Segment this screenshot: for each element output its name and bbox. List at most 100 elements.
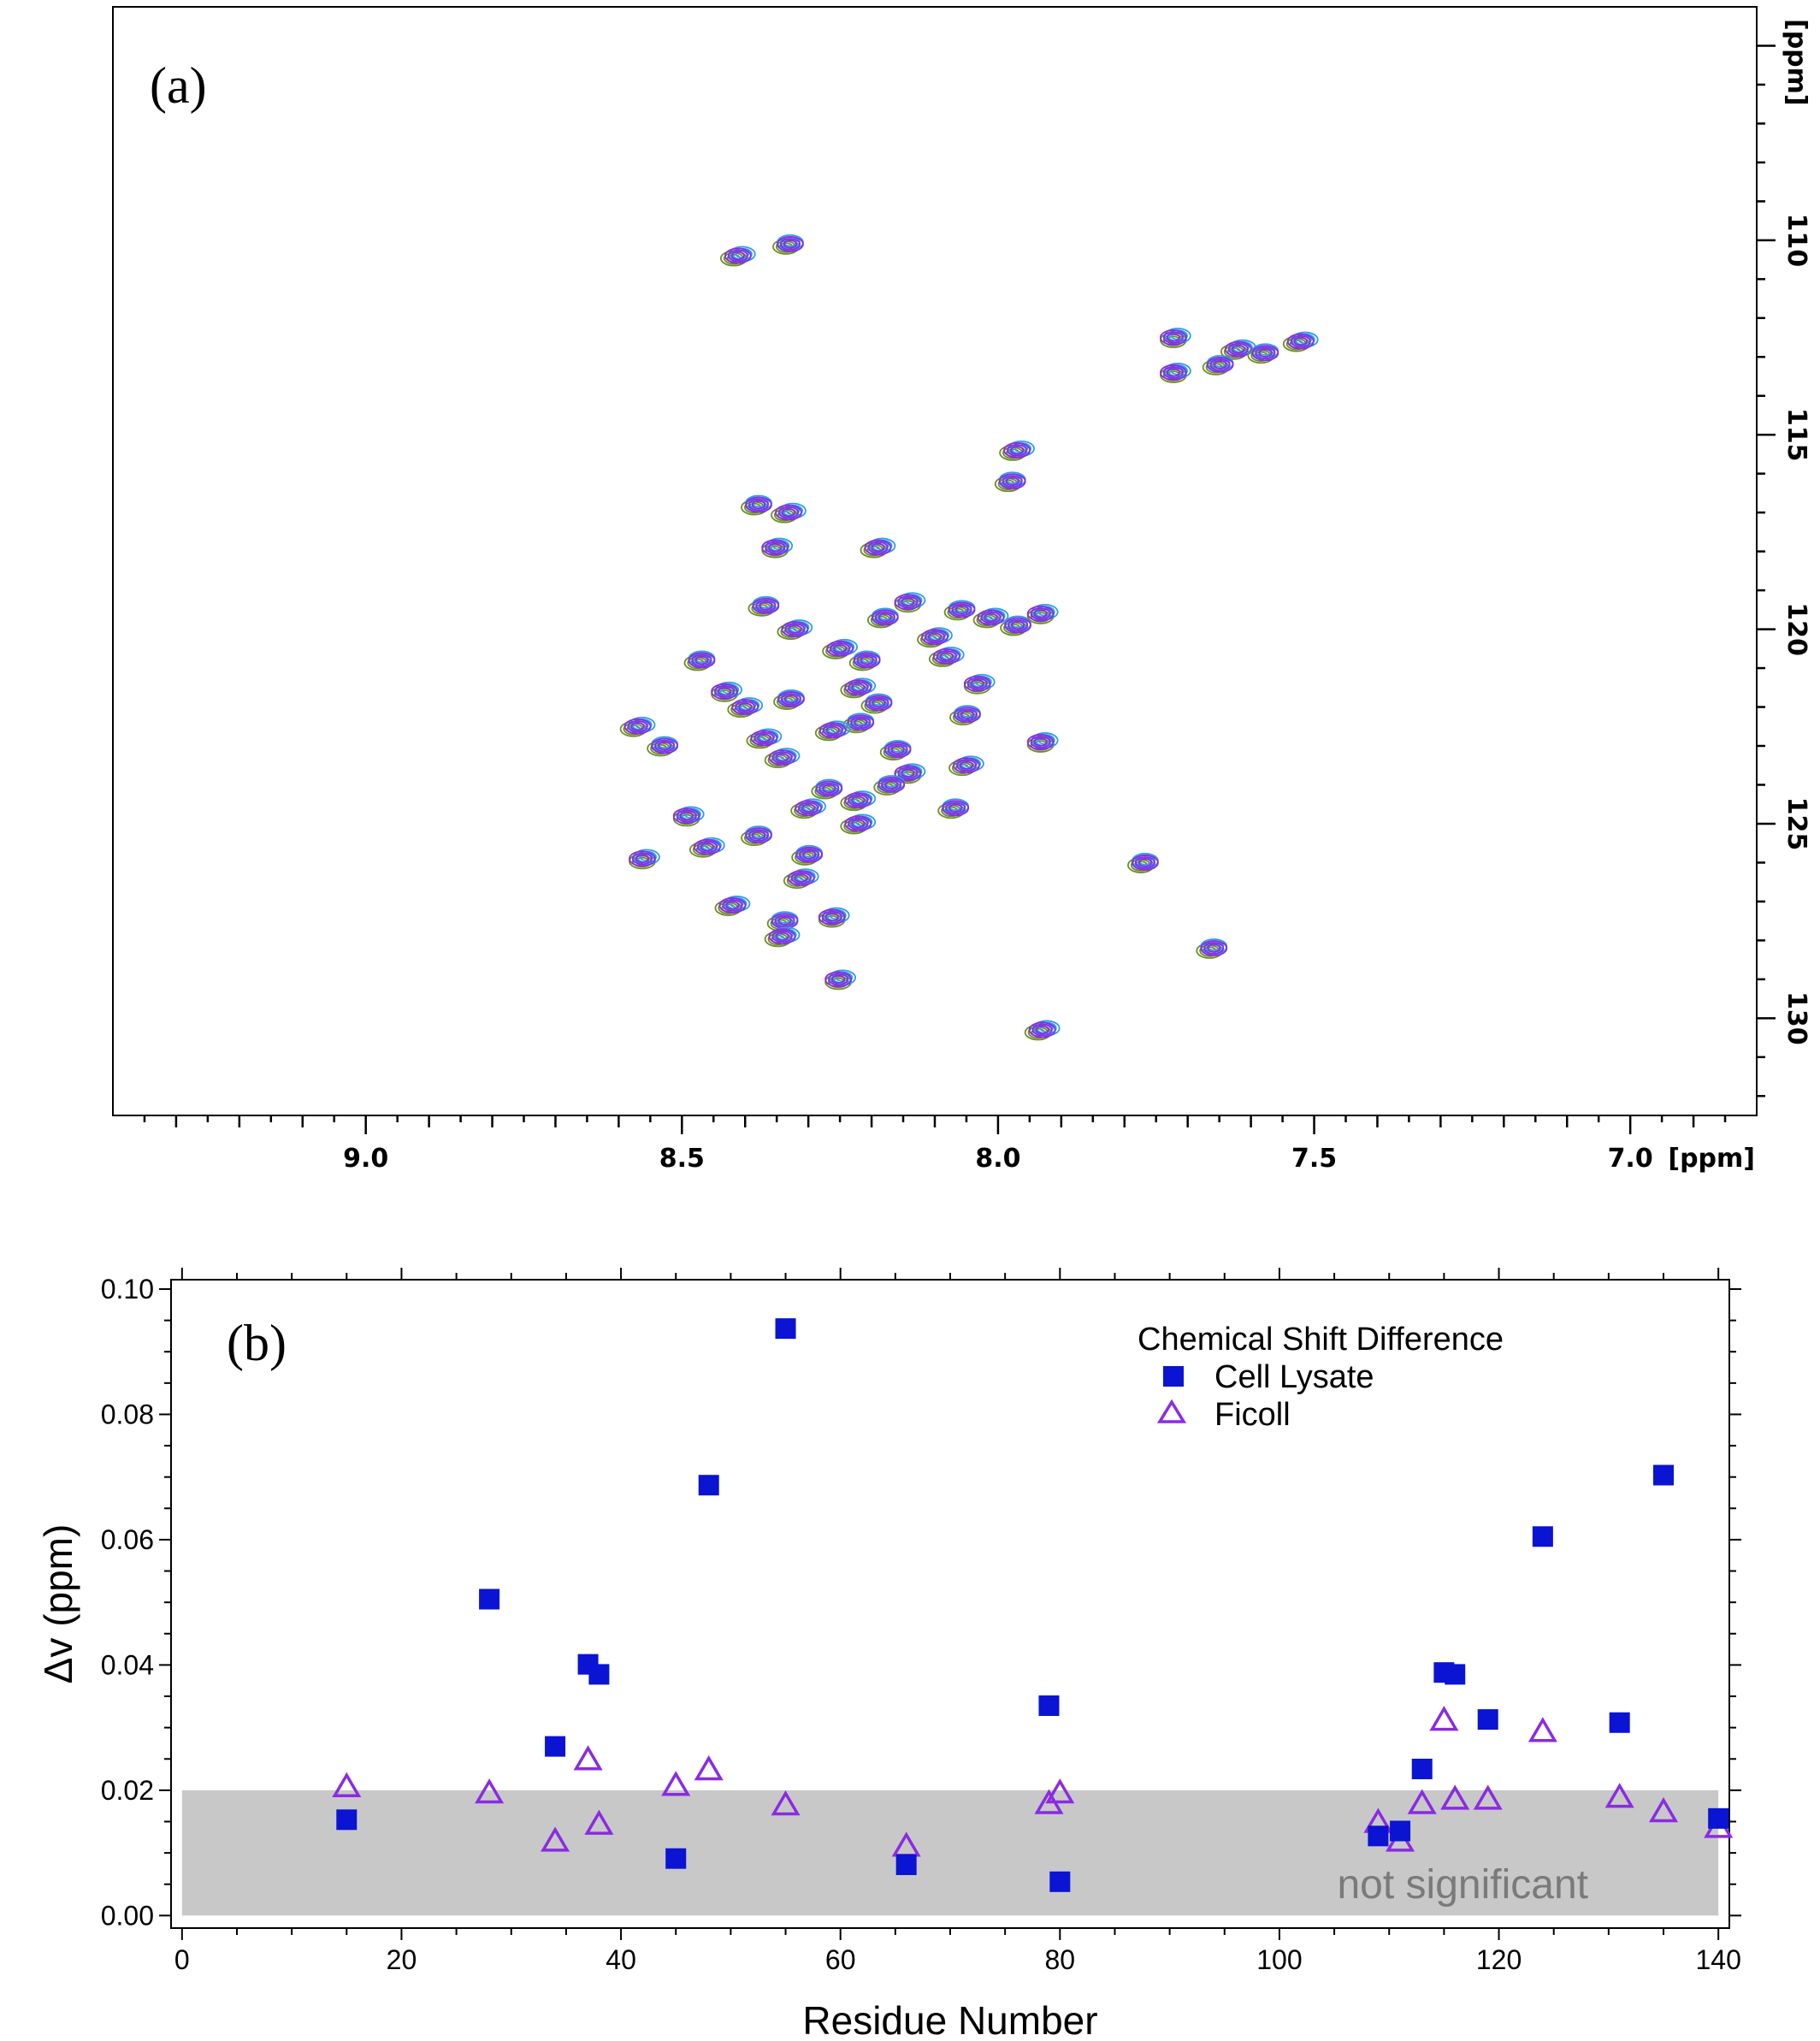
contour-level — [856, 654, 878, 667]
contour-peak — [741, 494, 772, 516]
contour-level — [738, 702, 753, 712]
contour-level — [897, 595, 919, 609]
contour-level — [939, 652, 954, 661]
contour-level — [753, 731, 775, 745]
contour-level — [951, 603, 972, 617]
spectrum-x-tick-label: 7.0 — [1608, 1144, 1653, 1174]
contour-peak — [894, 763, 926, 784]
contour-peak — [948, 755, 984, 777]
contour-peak — [860, 537, 896, 559]
contour-level — [1293, 336, 1308, 346]
contour-level — [755, 599, 777, 612]
not-significant-label: not significant — [1337, 1862, 1588, 1908]
contour-peak — [619, 716, 656, 737]
contour-level — [884, 780, 899, 790]
contour-level — [883, 742, 912, 758]
contour-level — [844, 679, 872, 696]
hsqc-spectrum-panel: (a) 9.0 8.5 8.0 7.5 7.0 110 115 120 125 130 [ppm… — [112, 6, 1811, 1174]
cell-lysate-point — [698, 1475, 719, 1496]
contour-level — [775, 932, 789, 942]
contour-peak — [1160, 363, 1191, 383]
contour-level — [847, 714, 875, 731]
contour-level — [1160, 364, 1187, 381]
contour-level — [745, 496, 772, 513]
contour-level — [821, 910, 842, 924]
contour-peak — [894, 592, 926, 613]
contour-level — [844, 792, 872, 809]
contour-level — [1200, 940, 1228, 956]
contour-level — [768, 749, 796, 766]
contour-level — [1031, 1023, 1053, 1037]
spectrum-y-axis: 110 115 120 125 130 — [1757, 44, 1811, 1097]
ficoll-point — [1473, 1784, 1503, 1810]
contour-peak — [783, 868, 819, 890]
contour-level — [966, 677, 988, 690]
contour-peak — [719, 246, 756, 267]
contour-peak — [1202, 354, 1234, 376]
contour-level — [745, 827, 772, 843]
contour-level — [1255, 346, 1276, 360]
contour-level — [775, 753, 789, 762]
contour-level — [1008, 618, 1029, 632]
scatter-x-tick-label: 40 — [606, 1944, 636, 1975]
contour-level — [802, 850, 817, 860]
contour-peak — [1026, 603, 1059, 624]
cell-lysate-point — [336, 1809, 358, 1831]
contour-peak — [994, 471, 1026, 493]
contour-level — [780, 693, 801, 706]
contour-peak — [1282, 331, 1319, 352]
contour-level — [871, 542, 885, 553]
contour-peak — [866, 607, 899, 629]
cell-lysate-point — [775, 1318, 796, 1340]
contour-level — [798, 802, 819, 815]
contour-level — [730, 251, 745, 261]
contour-level — [765, 541, 786, 554]
contour-peak — [1024, 1020, 1061, 1041]
spectrum-y-tick-label: 130 — [1782, 991, 1811, 1045]
contour-level — [1231, 344, 1245, 354]
contour-level — [894, 765, 922, 782]
contour-level — [714, 685, 736, 698]
contour-peak — [647, 736, 679, 757]
contour-level — [774, 914, 795, 927]
contour-peak — [842, 713, 875, 734]
contour-level — [867, 541, 889, 554]
contour-peak — [848, 650, 881, 671]
contour-level — [694, 655, 709, 666]
contour-level — [654, 739, 676, 753]
contour-level — [932, 648, 960, 665]
contour-level — [948, 601, 976, 618]
contour-peak — [811, 778, 843, 800]
cell-lysate-point — [1049, 1871, 1071, 1892]
contour-level — [851, 796, 866, 805]
contour-peak — [764, 926, 801, 948]
contour-level — [688, 652, 716, 669]
cell-lysate-point — [665, 1848, 687, 1869]
contour-level — [878, 612, 892, 623]
contour-level — [693, 838, 721, 855]
contour-level — [956, 708, 978, 721]
spectrum-x-tick-label: 7.5 — [1291, 1144, 1337, 1174]
contour-level — [1162, 366, 1184, 379]
contour-peak — [773, 689, 805, 710]
contour-level — [871, 609, 899, 626]
contour-level — [718, 897, 747, 914]
contour-level — [672, 808, 700, 825]
contour-level — [784, 623, 806, 636]
contour-level — [977, 609, 1005, 626]
scatter-x-axis: 0 20 40 60 80 100 120 140 — [174, 1268, 1741, 1975]
contour-level — [865, 695, 893, 712]
contour-level — [1166, 368, 1181, 377]
contour-level — [724, 247, 752, 264]
contour-level — [824, 912, 839, 922]
contour-level — [1033, 609, 1048, 618]
contour-level — [751, 500, 766, 510]
cell-lysate-point — [545, 1736, 566, 1757]
ficoll-point — [694, 1754, 724, 1781]
contour-level — [735, 701, 756, 713]
ficoll-point — [771, 1790, 801, 1816]
contour-level — [998, 473, 1026, 490]
contour-level — [851, 819, 866, 829]
contour-level — [942, 800, 970, 817]
